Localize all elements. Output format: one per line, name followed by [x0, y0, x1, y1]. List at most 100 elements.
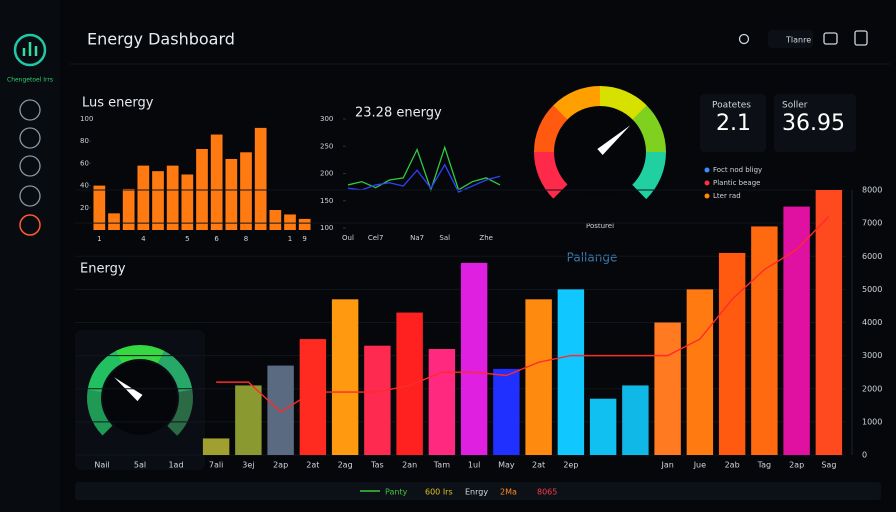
x-tick-label: 2at — [306, 461, 319, 470]
sidebar — [0, 0, 60, 512]
doc-icon[interactable] — [854, 30, 868, 46]
y-tick-label: 6000 — [862, 252, 882, 261]
footer-label: 2Ma — [500, 488, 517, 497]
bar — [525, 299, 552, 455]
y-tick-label: 300 — [320, 115, 333, 123]
logo-bars — [22, 42, 38, 56]
sidebar-label: Chengetoel Irrs — [7, 77, 53, 84]
x-tick-label: 1ul — [468, 461, 480, 470]
stat-card — [700, 94, 766, 152]
nav-icon[interactable] — [19, 185, 41, 207]
stat-card — [774, 94, 856, 152]
bar — [718, 252, 746, 455]
mail-icon[interactable] — [823, 32, 838, 45]
stat-value: 36.95 — [782, 111, 845, 136]
gauge-label: 5al — [134, 461, 146, 470]
gauge-arc — [87, 389, 113, 436]
bar — [181, 174, 194, 230]
y-tick-label: 5000 — [862, 285, 882, 294]
chart-title: Energy — [80, 262, 126, 277]
x-tick-label: Na7 — [410, 234, 424, 242]
bar — [284, 214, 296, 230]
gauge-arc — [157, 350, 193, 393]
gauge-label: 1ad — [168, 461, 183, 470]
nav-icon[interactable] — [19, 99, 41, 121]
x-tick-label: Sal — [439, 234, 450, 242]
bar — [751, 226, 778, 455]
x-tick-label: May — [498, 461, 515, 470]
bar — [589, 398, 617, 455]
chart-title: Lus energy — [82, 96, 154, 111]
x-tick-label: 1 — [288, 235, 292, 243]
bar — [686, 289, 714, 455]
legend-label: Lter rad — [713, 192, 741, 200]
bar — [493, 368, 520, 455]
nav-icon[interactable] — [19, 127, 41, 149]
x-tick-label: Tag — [757, 461, 772, 470]
x-tick-label: 4 — [141, 235, 146, 243]
footer-bar — [75, 482, 881, 500]
gauge-arc — [87, 350, 123, 393]
chart-title: 23.28 energy — [355, 106, 442, 121]
bar — [460, 262, 488, 455]
y-tick-label: 0 — [862, 451, 867, 460]
x-tick-label: Tas — [370, 461, 384, 470]
header-title: Energy Dashboard — [87, 30, 235, 49]
line-series — [216, 216, 830, 413]
bar — [298, 218, 311, 230]
x-tick-label: 3ej — [242, 461, 254, 470]
legend-swatch — [704, 180, 710, 186]
y-tick-label: 200 — [320, 170, 333, 178]
bar — [364, 345, 391, 455]
gauge-needle — [597, 125, 631, 156]
nav-icon[interactable] — [19, 155, 41, 177]
bar — [166, 165, 179, 230]
bar — [783, 206, 810, 455]
y-tick-label: 150 — [320, 197, 333, 205]
bar — [93, 185, 106, 230]
y-tick-label: 80 — [80, 137, 89, 145]
y-tick-label: 3000 — [862, 351, 882, 360]
y-tick-label: 7000 — [862, 219, 882, 228]
gauge-arc — [115, 345, 165, 364]
bar — [210, 134, 223, 230]
bar — [240, 152, 252, 230]
y-tick-label: 250 — [320, 142, 333, 150]
x-tick-label: 2ap — [789, 461, 804, 470]
search-icon[interactable] — [738, 33, 750, 45]
footer-label: 600 Irs — [425, 488, 453, 497]
header-button[interactable] — [768, 30, 813, 48]
x-tick-label: Zhe — [479, 234, 493, 242]
bar — [137, 165, 150, 230]
x-tick-label: Tam — [433, 461, 450, 470]
line-series — [347, 145, 501, 192]
nav-icon-active[interactable] — [19, 214, 41, 236]
y-tick-label: 1000 — [862, 417, 882, 426]
x-tick-label: 5 — [185, 235, 189, 243]
stat-label: Soller — [782, 101, 808, 111]
bar — [196, 148, 208, 230]
x-tick-label: 9 — [302, 235, 306, 243]
y-tick-label: 8000 — [862, 186, 882, 195]
gauge-label: Nail — [94, 461, 109, 470]
logo — [13, 33, 47, 67]
x-tick-label: Jan — [660, 461, 673, 470]
gauge-arc — [534, 151, 568, 199]
bar — [396, 312, 423, 455]
bar — [331, 299, 359, 455]
bar — [254, 127, 267, 230]
header-button-label: Tlanre — [785, 36, 811, 45]
y-tick-label: 40 — [80, 182, 89, 190]
y-tick-label: 100 — [80, 115, 93, 123]
gauge-label: Posturel — [586, 222, 614, 230]
bar — [815, 190, 843, 455]
bar — [122, 188, 135, 230]
bar — [269, 210, 282, 230]
bar — [152, 171, 164, 230]
x-tick-label: 8 — [244, 235, 248, 243]
y-tick-label: 2000 — [862, 384, 882, 393]
legend-label: Plantic beage — [713, 179, 760, 187]
bar — [428, 349, 456, 455]
y-tick-label: 20 — [80, 204, 89, 212]
